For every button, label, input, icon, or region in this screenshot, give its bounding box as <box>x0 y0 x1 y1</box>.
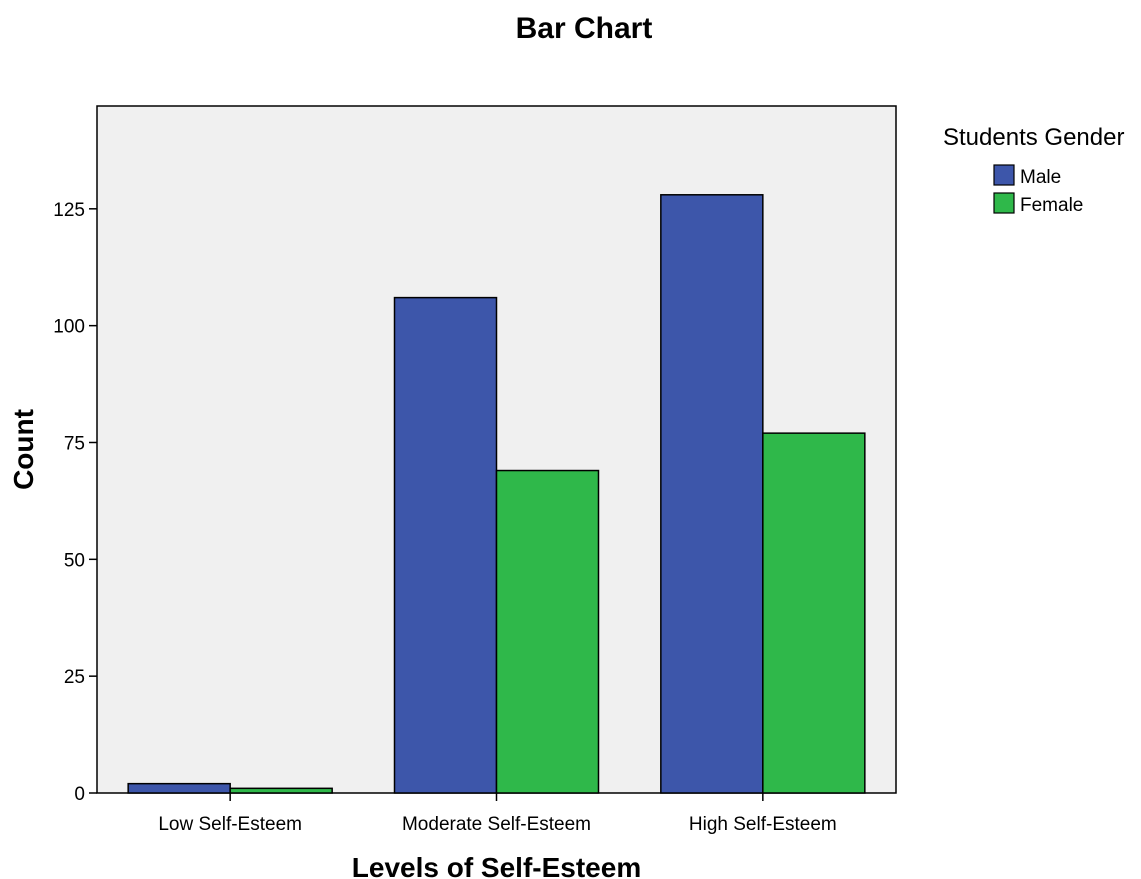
bar-female-1 <box>229 787 333 794</box>
y-axis: 0 25 50 75 100 125 <box>53 200 97 805</box>
legend-label-female: Female <box>1020 195 1083 216</box>
chart-title: Bar Chart <box>516 12 653 45</box>
legend-swatch-male <box>993 164 1015 186</box>
bar-female-3 <box>762 432 866 794</box>
y-tick-label: 125 <box>53 200 85 221</box>
y-tick-label: 100 <box>53 317 85 338</box>
y-tick-label: 0 <box>74 784 85 805</box>
x-tick-label: Moderate Self-Esteem <box>402 814 591 835</box>
bars-group <box>127 194 866 794</box>
x-tick-label: Low Self-Esteem <box>158 814 302 835</box>
y-axis-title: Count <box>8 409 39 490</box>
y-tick-label: 25 <box>64 667 85 688</box>
legend: Students Gender Male Female <box>943 124 1124 216</box>
x-axis-title: Levels of Self-Esteem <box>352 852 641 879</box>
legend-title: Students Gender <box>943 124 1124 151</box>
x-tick-label: High Self-Esteem <box>689 814 837 835</box>
bar-female-2 <box>495 469 600 794</box>
y-tick-label: 50 <box>64 550 85 571</box>
legend-swatch-female <box>993 192 1015 214</box>
bar-male-2 <box>393 296 498 794</box>
y-tick-label: 75 <box>64 433 85 454</box>
legend-label-male: Male <box>1020 167 1061 188</box>
x-axis: Low Self-Esteem Moderate Self-Esteem High … <box>158 793 837 835</box>
bar-male-3 <box>660 194 764 794</box>
bar-male-1 <box>127 782 231 794</box>
